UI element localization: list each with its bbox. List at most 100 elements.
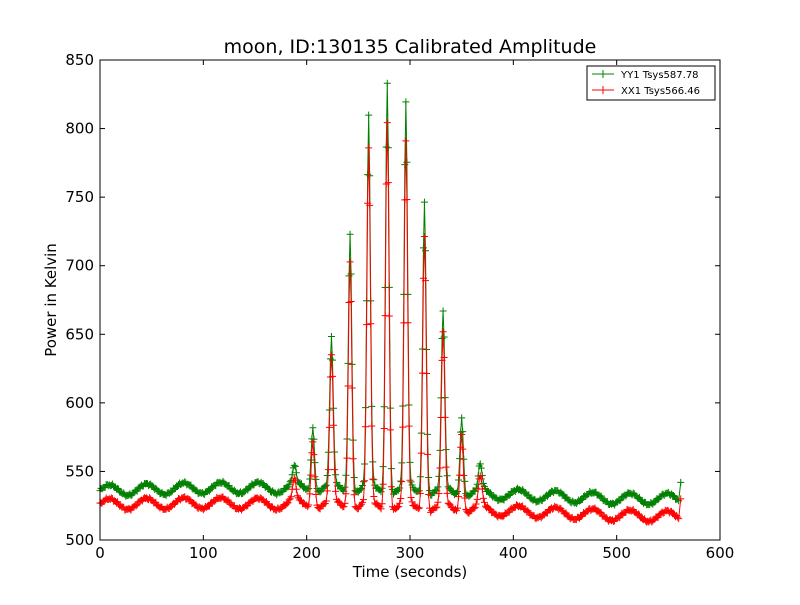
data-point: [288, 471, 296, 479]
data-point: [476, 460, 484, 468]
data-point: [292, 485, 300, 493]
data-point: [486, 505, 494, 513]
data-point: [443, 489, 451, 497]
data-point: [670, 492, 677, 500]
y-tick-label: 550: [65, 462, 94, 480]
data-point: [407, 493, 415, 501]
data-point: [378, 500, 386, 508]
data-point: [346, 230, 354, 238]
data-point: [383, 79, 391, 87]
data-point: [322, 497, 330, 505]
data-point: [325, 423, 333, 431]
data-point: [435, 490, 443, 498]
data-point: [559, 490, 567, 498]
data-point: [404, 319, 412, 327]
data-point: [348, 384, 356, 392]
legend-label-yy1: YY1 Tsys587.78: [620, 70, 699, 81]
data-point: [458, 414, 466, 422]
data-point: [416, 489, 424, 497]
data-point: [439, 307, 447, 315]
legend: YY1 Tsys587.78 XX1 Tsys566.46: [586, 65, 716, 101]
x-axis: 0 100 200 300 400 500 600: [95, 60, 734, 562]
data-point: [341, 499, 349, 507]
series-1: [96, 119, 685, 526]
y-axis: 500 550 600 650 700 750 800 850: [65, 51, 720, 549]
chart-title: moon, ID:130135 Calibrated Amplitude: [224, 36, 597, 58]
data-point: [361, 477, 369, 485]
data-point: [677, 495, 685, 503]
data-point: [403, 158, 411, 166]
data-point: [287, 493, 295, 501]
data-point: [291, 476, 299, 484]
data-point: [285, 481, 293, 489]
data-point: [347, 270, 355, 278]
data-point: [445, 500, 453, 508]
data-point: [525, 491, 533, 499]
data-point: [331, 466, 339, 474]
data-point: [327, 351, 335, 359]
data-point: [443, 472, 451, 480]
data-point: [461, 494, 469, 502]
data-point: [473, 480, 481, 488]
data-point: [434, 483, 442, 491]
data-point: [114, 484, 122, 492]
data-point: [304, 503, 312, 511]
data-point: [362, 423, 370, 431]
data-point: [395, 503, 403, 511]
data-point: [433, 503, 441, 511]
data-point: [311, 473, 319, 481]
data-point: [387, 483, 395, 491]
data-point: [324, 466, 332, 474]
data-point: [442, 463, 450, 471]
data-point: [439, 328, 447, 336]
data-point: [309, 438, 317, 446]
data-point: [675, 515, 683, 523]
data-point: [385, 312, 393, 320]
data-point: [402, 137, 410, 145]
data-point: [422, 247, 429, 255]
data-point: [519, 486, 527, 494]
data-point: [455, 476, 463, 484]
data-point: [340, 503, 348, 511]
data-point: [350, 491, 358, 499]
data-point: [470, 505, 478, 513]
data-point: [455, 493, 463, 501]
data-point: [360, 478, 367, 486]
data-point: [192, 486, 200, 494]
y-tick-label: 650: [65, 325, 94, 343]
data-point: [206, 487, 214, 495]
data-point: [384, 179, 392, 187]
data-point: [479, 494, 487, 502]
data-point: [363, 321, 371, 329]
data-point: [311, 459, 319, 467]
y-tick-label: 750: [65, 188, 94, 206]
data-point: [634, 510, 642, 518]
x-tick-label: 400: [499, 544, 528, 562]
data-point: [458, 431, 466, 439]
x-tick-label: 200: [292, 544, 321, 562]
data-point: [396, 484, 404, 492]
data-point: [341, 483, 349, 491]
data-point: [499, 513, 507, 521]
data-point: [402, 98, 410, 106]
data-point: [327, 332, 335, 340]
y-tick-label: 800: [65, 120, 94, 138]
data-point: [186, 496, 194, 504]
data-point: [329, 372, 336, 380]
data-point: [379, 480, 387, 488]
data-point: [505, 492, 513, 500]
data-point: [440, 333, 448, 341]
data-point: [524, 507, 532, 515]
data-point: [415, 504, 423, 512]
data-point: [306, 475, 314, 483]
data-point: [403, 196, 411, 204]
data-point: [414, 505, 422, 513]
data-point: [407, 478, 415, 486]
data-point: [132, 502, 140, 510]
data-point: [366, 201, 374, 209]
data-point: [543, 509, 551, 517]
data-point: [472, 500, 480, 508]
data-point: [397, 477, 405, 485]
data-point: [307, 456, 315, 464]
data-point: [473, 495, 481, 503]
